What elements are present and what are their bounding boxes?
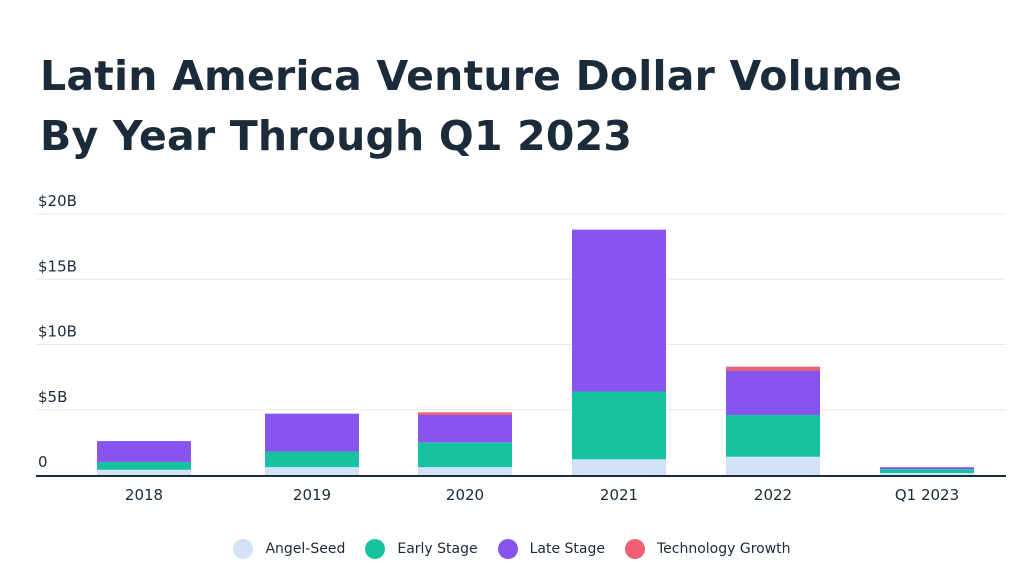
bar-segment: [726, 366, 820, 371]
bar-segment: [880, 469, 974, 474]
legend-item: Late Stage: [497, 539, 605, 559]
bar-segment: [726, 414, 820, 457]
bar-segment: [880, 467, 974, 470]
chart-title: Latin America Venture Dollar Volume By Y…: [40, 46, 902, 166]
bar-segment: [572, 459, 666, 475]
gridlines: [36, 213, 1006, 411]
legend-item: Technology Growth: [625, 539, 791, 559]
legend-label: Angel-Seed: [265, 541, 346, 557]
y-tick-label: $20B: [38, 192, 77, 210]
chart-title-line-1: Latin America Venture Dollar Volume: [40, 52, 903, 100]
bar-segment: [265, 413, 359, 452]
bar-segment: [418, 414, 512, 443]
x-tick-label: Q1 2023: [895, 486, 959, 504]
bar-segment: [572, 229, 666, 392]
legend-item: Angel-Seed: [233, 539, 345, 559]
bar-segment: [418, 412, 512, 415]
legend-swatch: [625, 539, 645, 559]
chart-title-line-2: By Year Through Q1 2023: [40, 112, 633, 160]
bar-segment: [726, 370, 820, 415]
bar-segment: [97, 469, 191, 475]
legend-swatch: [365, 539, 386, 559]
bar-segment: [880, 473, 974, 475]
bar-segment: [418, 467, 512, 475]
legend-label: Late Stage: [529, 541, 605, 557]
bar-segment: [726, 456, 820, 475]
bar-segment: [265, 451, 359, 468]
legend-swatch: [497, 539, 518, 559]
x-tick-label: 2022: [754, 486, 792, 504]
x-tick-label: 2021: [600, 486, 638, 504]
x-tick-label: 2020: [446, 486, 484, 504]
bar-segment: [97, 441, 191, 462]
legend-label: Early Stage: [397, 541, 478, 557]
bar-segment: [418, 442, 512, 468]
bars: [97, 229, 974, 475]
bar-segment: [265, 467, 359, 475]
x-tick-label: 2018: [125, 486, 163, 504]
legend-item: Early Stage: [365, 539, 478, 559]
bar-segment: [97, 461, 191, 470]
x-tick-label: 2019: [293, 486, 331, 504]
y-tick-label: $15B: [38, 257, 77, 275]
legend-swatch: [233, 539, 254, 559]
legend: Angel-Seed Early Stage Late Stage Technolog…: [0, 539, 1024, 559]
tick-labels: 0 $5B $10B $15B $20B 2018 2019 2020 2021 2022 Q1 2…: [38, 192, 959, 504]
y-tick-label: $5B: [38, 388, 67, 406]
legend-label: Technology Growth: [657, 541, 791, 557]
y-tick-label: $10B: [38, 323, 77, 341]
bar-segment: [572, 391, 666, 460]
y-tick-label: 0: [38, 453, 48, 471]
